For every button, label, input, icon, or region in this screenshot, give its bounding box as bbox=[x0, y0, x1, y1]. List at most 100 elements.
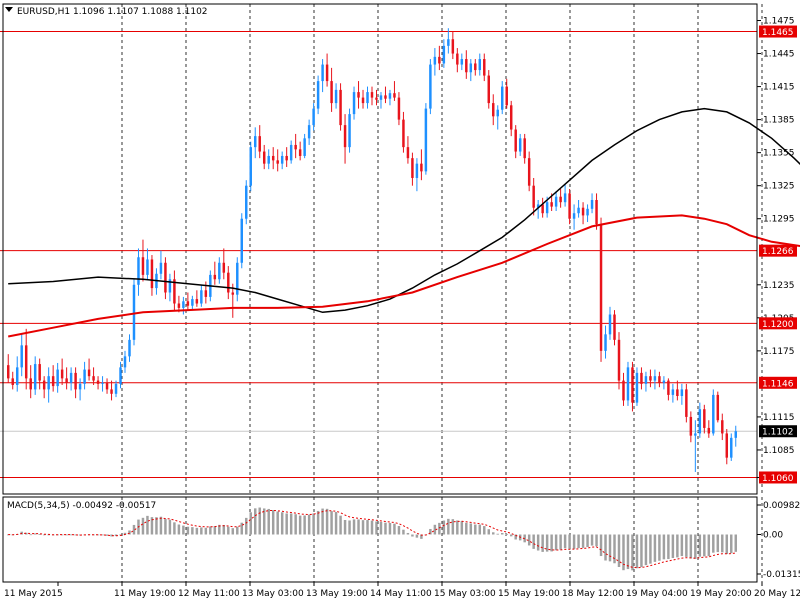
candle-body bbox=[631, 367, 634, 403]
candle-body bbox=[78, 383, 82, 390]
candle-body bbox=[509, 105, 513, 130]
candle-body bbox=[83, 369, 86, 384]
macd-bar bbox=[509, 534, 513, 537]
candle-body bbox=[483, 59, 486, 76]
macd-bar bbox=[249, 512, 252, 535]
macd-bar bbox=[150, 517, 154, 535]
macd-bar bbox=[604, 534, 607, 561]
macd-bar bbox=[420, 534, 423, 539]
macd-bar bbox=[258, 507, 261, 535]
candle-body bbox=[599, 224, 603, 351]
x-tick-label: 20 May 12:00 bbox=[754, 589, 800, 599]
candle-body bbox=[617, 339, 621, 381]
candle-body bbox=[289, 144, 293, 161]
macd-bar bbox=[29, 534, 32, 536]
candle-body bbox=[424, 108, 428, 172]
candle-body bbox=[254, 136, 257, 148]
macd-bar bbox=[608, 534, 612, 562]
x-tick-label: 14 May 11:00 bbox=[370, 589, 432, 599]
candle-body bbox=[541, 204, 544, 214]
candle-body bbox=[725, 433, 729, 458]
candle-body bbox=[285, 155, 288, 161]
candle-body bbox=[680, 389, 684, 396]
candle-body bbox=[101, 382, 104, 384]
price-level-tag bbox=[759, 471, 797, 484]
candle-body bbox=[348, 114, 351, 148]
macd-bar bbox=[617, 534, 621, 567]
candle-body bbox=[442, 45, 446, 64]
candle-body bbox=[74, 372, 77, 390]
macd-bar bbox=[613, 534, 616, 564]
macd-bar bbox=[96, 534, 100, 536]
candle-body bbox=[47, 376, 50, 390]
candle-body bbox=[653, 376, 657, 381]
macd-bar bbox=[707, 534, 711, 557]
macd-bar bbox=[478, 524, 482, 535]
macd-bar bbox=[379, 521, 383, 535]
candle-body bbox=[478, 59, 482, 71]
macd-label: MACD(5,34,5) -0.00492 -0.00517 bbox=[7, 501, 156, 511]
candle-body bbox=[523, 138, 526, 159]
macd-bar bbox=[559, 534, 562, 550]
macd-bar bbox=[366, 520, 369, 535]
candle-body bbox=[361, 97, 365, 104]
macd-bar bbox=[685, 534, 688, 557]
macd-bar bbox=[128, 530, 131, 535]
candle-body bbox=[734, 431, 737, 438]
macd-y-tick-label: 0.00982 bbox=[763, 501, 800, 511]
macd-bar bbox=[60, 534, 64, 536]
grid bbox=[121, 4, 763, 582]
macd-bar bbox=[38, 534, 41, 535]
macd-bar bbox=[397, 526, 401, 535]
candle-body bbox=[7, 365, 10, 379]
candlesticks bbox=[7, 28, 737, 472]
macd-bar bbox=[536, 534, 540, 551]
macd-bar bbox=[177, 524, 181, 535]
price-level-tag bbox=[759, 317, 797, 330]
candle-body bbox=[721, 420, 724, 434]
candle-body bbox=[123, 356, 127, 368]
candle-body bbox=[379, 95, 383, 100]
candle-body bbox=[245, 185, 248, 219]
macd-bar bbox=[730, 534, 733, 554]
macd-bar bbox=[164, 519, 167, 535]
candle-body bbox=[447, 39, 450, 46]
price-level-tag-label: 1.1146 bbox=[762, 379, 794, 389]
chart-menu-arrow-icon[interactable] bbox=[5, 7, 13, 12]
macd-bar bbox=[712, 534, 715, 553]
x-tick-label: 11 May 2015 bbox=[4, 589, 63, 599]
candle-body bbox=[343, 125, 347, 148]
macd-bar bbox=[123, 532, 127, 535]
candle-body bbox=[640, 372, 643, 384]
candle-body bbox=[712, 394, 715, 434]
macd-bar bbox=[132, 524, 136, 535]
macd-bar bbox=[384, 522, 387, 535]
moving-average-black bbox=[8, 107, 800, 314]
macd-bar bbox=[218, 524, 221, 535]
support-resistance-lines bbox=[0, 31, 757, 478]
candle-body bbox=[438, 56, 441, 64]
macd-bar bbox=[438, 522, 441, 535]
macd-bar bbox=[698, 534, 702, 557]
macd-bar bbox=[173, 522, 176, 535]
candle-body bbox=[384, 95, 387, 99]
candle-body bbox=[415, 163, 419, 178]
price-level-tag bbox=[759, 376, 797, 389]
candle-body bbox=[280, 155, 284, 164]
macd-bar bbox=[622, 534, 625, 571]
candle-body bbox=[586, 208, 589, 216]
price-level-tag-label: 1.1060 bbox=[762, 474, 794, 484]
macd-bar bbox=[285, 513, 288, 535]
macd-bar bbox=[42, 534, 46, 536]
macd-bar bbox=[541, 534, 544, 552]
macd-bar bbox=[24, 532, 28, 535]
macd-bar bbox=[635, 534, 639, 569]
macd-bar bbox=[662, 534, 666, 560]
candle-body bbox=[658, 376, 661, 383]
candle-body bbox=[595, 200, 598, 225]
macd-bar bbox=[316, 510, 320, 535]
candle-body bbox=[694, 433, 697, 436]
y-tick-label: 1.1325 bbox=[763, 182, 795, 192]
candle-body bbox=[168, 279, 172, 293]
macd-bar bbox=[393, 523, 396, 535]
